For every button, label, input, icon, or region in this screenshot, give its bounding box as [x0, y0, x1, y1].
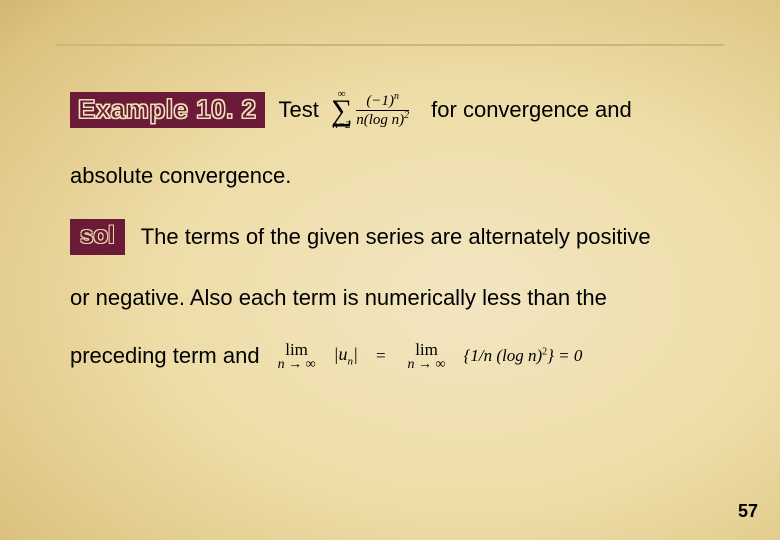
abs-close: |: [353, 344, 358, 364]
example-label: Example 10. 2: [78, 94, 257, 124]
line-5: preceding term and lim n → ∞ |un| = lim …: [70, 341, 710, 372]
line-3-text: The terms of the given series are altern…: [141, 224, 651, 250]
limit-2-bottom: n → ∞: [408, 358, 446, 372]
sigma-lower: n=2: [332, 121, 350, 131]
line-1-tail: for convergence and: [431, 97, 632, 123]
line-4: or negative. Also each term is numerical…: [70, 285, 710, 311]
numerator-exp: n: [394, 91, 399, 102]
equals-1: =: [376, 346, 386, 366]
rhs-expression: {1/n (log n)2} = 0: [464, 346, 583, 366]
limit-2: lim n → ∞: [408, 341, 446, 372]
line-2: absolute convergence.: [70, 163, 710, 189]
top-rule: [56, 44, 724, 46]
denominator-base: n(log n): [356, 112, 404, 128]
numerator-base: (−1): [366, 93, 394, 109]
rhs-open: {1/: [464, 346, 484, 365]
example-badge: Example 10. 2: [70, 92, 265, 128]
line-3: sol The terms of the given series are al…: [70, 219, 710, 255]
abs-open: |u: [334, 344, 348, 364]
line-5-lead: preceding term and: [70, 343, 260, 369]
sol-label: sol: [80, 222, 115, 249]
test-word: Test: [279, 97, 319, 123]
sol-badge: sol: [70, 219, 125, 255]
limit-2-top: lim: [415, 341, 438, 358]
sigma-symbol: ∑: [331, 100, 352, 121]
limit-1-bottom: n → ∞: [278, 358, 316, 372]
sigma-icon: ∞ ∑ n=2: [331, 90, 352, 131]
rhs-mid: n (log n): [484, 346, 543, 365]
series-expression: ∞ ∑ n=2 (−1)n n(log n)2: [331, 90, 409, 131]
denominator-exp: 2: [404, 110, 409, 121]
series-fraction: (−1)n n(log n)2: [356, 92, 409, 129]
fraction-numerator: (−1)n: [366, 92, 399, 110]
page-number: 57: [738, 501, 758, 522]
limit-1: lim n → ∞: [278, 341, 316, 372]
slide: Example 10. 2 Test ∞ ∑ n=2 (−1)n n(log n…: [0, 0, 780, 540]
limit-1-top: lim: [285, 341, 308, 358]
rhs-close: } = 0: [547, 346, 582, 365]
line-1: Example 10. 2 Test ∞ ∑ n=2 (−1)n n(log n…: [70, 90, 710, 131]
fraction-denominator: n(log n)2: [356, 111, 409, 129]
abs-un: |un|: [334, 344, 358, 368]
